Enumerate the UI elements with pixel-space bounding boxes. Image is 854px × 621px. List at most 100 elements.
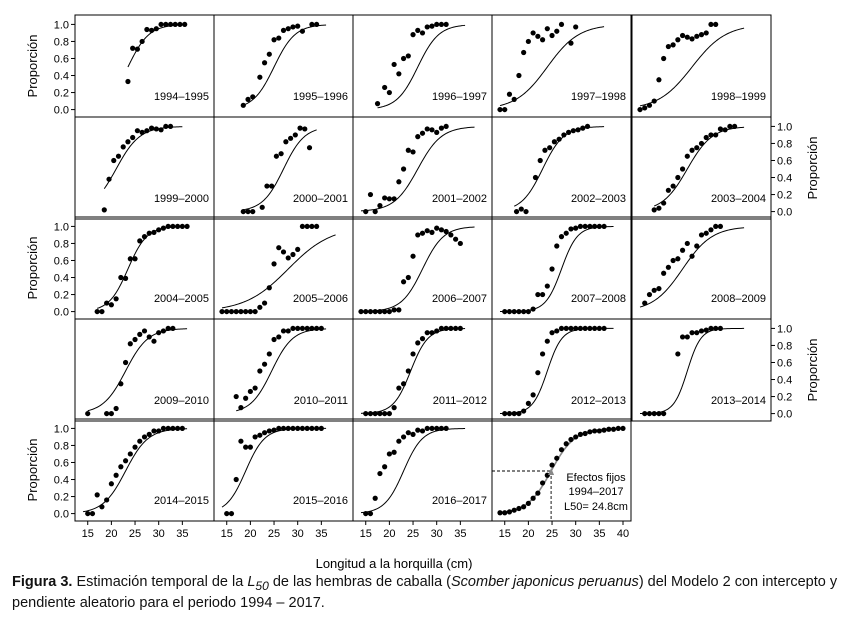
x-axis-label: Longitud a la horquilla (cm) [316, 556, 473, 571]
data-point [318, 325, 324, 332]
data-point [506, 509, 513, 515]
data-point [651, 98, 657, 104]
data-point [698, 328, 705, 334]
data-point [266, 428, 272, 434]
data-point [122, 458, 129, 464]
data-point [679, 334, 686, 340]
data-point [424, 425, 430, 432]
data-point [245, 96, 251, 102]
data-point [175, 425, 181, 432]
data-point [535, 291, 541, 298]
data-point [547, 145, 553, 151]
data-point [257, 368, 263, 374]
data-point [309, 223, 315, 230]
data-point [130, 45, 136, 51]
data-point [457, 325, 463, 332]
data-point [646, 102, 653, 108]
data-point [149, 125, 155, 131]
data-point [689, 253, 695, 259]
data-point [108, 410, 114, 417]
data-point [582, 430, 588, 437]
data-point [563, 441, 569, 447]
data-point [106, 176, 112, 182]
data-point [219, 308, 225, 315]
data-point [314, 325, 320, 332]
panel-15: 2008–2009 [631, 216, 772, 320]
y-tick-label: 0.6 [54, 53, 69, 65]
data-point [549, 462, 555, 468]
panel-label: 1998–1999 [711, 91, 766, 103]
data-point [506, 91, 513, 97]
data-point [386, 89, 392, 96]
data-point [516, 72, 522, 79]
data-point [615, 425, 621, 432]
data-point [511, 507, 517, 513]
data-point [122, 359, 129, 366]
data-point [554, 243, 560, 249]
data-point [276, 35, 282, 41]
panel-label: 2005–2006 [293, 293, 348, 305]
data-point [573, 434, 579, 440]
data-point [278, 151, 284, 157]
data-point [429, 425, 435, 432]
data-point [156, 428, 162, 434]
caption-text-1: Estimación temporal de la [72, 574, 248, 590]
data-point [396, 438, 402, 444]
data-point [438, 125, 445, 131]
data-point [665, 187, 671, 193]
data-point [261, 361, 268, 367]
data-point [285, 425, 291, 432]
data-point [252, 308, 258, 315]
data-point [130, 134, 136, 141]
data-point [708, 21, 714, 28]
panel-label: 2012–2013 [571, 395, 626, 407]
data-point [101, 207, 107, 213]
x-tick-label: 30 [570, 528, 582, 540]
fitted-curve [377, 24, 466, 109]
panel-13: 2006–2007 [352, 216, 493, 320]
data-point [642, 410, 648, 417]
fitted-curve [653, 126, 745, 207]
data-point [139, 38, 145, 45]
data-point [670, 183, 676, 189]
data-point [276, 334, 282, 340]
y-axis-label: Proporción [805, 137, 820, 200]
data-point [377, 470, 383, 477]
data-point [146, 334, 152, 340]
data-point [271, 37, 277, 43]
data-point [713, 132, 719, 138]
data-point [309, 21, 315, 28]
caption-label: Figura 3. [12, 574, 73, 590]
data-point [558, 21, 565, 28]
data-point [506, 308, 513, 315]
data-point [684, 34, 690, 40]
data-point [113, 296, 119, 302]
y-tick-label: 1.0 [54, 423, 69, 435]
y-tick-label: 0.4 [54, 475, 69, 487]
data-point [247, 388, 253, 395]
caption-l50-subscript: 50 [255, 578, 269, 593]
panel-label: 2001–2002 [432, 193, 487, 205]
data-point [584, 123, 591, 130]
data-point [405, 147, 411, 153]
data-point [610, 426, 617, 432]
data-point [698, 232, 705, 238]
data-point [400, 381, 407, 387]
data-point [502, 410, 508, 417]
panel-frame [491, 116, 632, 220]
data-point [165, 325, 171, 332]
panel-3: 1996–1997 [352, 14, 493, 118]
panel-label: 2000–2001 [293, 193, 348, 205]
data-point [396, 307, 402, 313]
data-point [675, 174, 681, 181]
y-tick-label: 1.0 [54, 19, 69, 31]
fitted-curve [499, 26, 605, 107]
data-point [382, 84, 388, 91]
data-point [400, 279, 407, 285]
data-point [94, 492, 100, 498]
panel-11: 2004–2005 0.0 0.2 0.4 0.6 0.8 1.0 Proporción [25, 216, 215, 320]
data-point [391, 196, 397, 202]
data-point [377, 308, 383, 315]
panel-label: 2004–2005 [154, 293, 209, 305]
data-point [363, 308, 369, 315]
